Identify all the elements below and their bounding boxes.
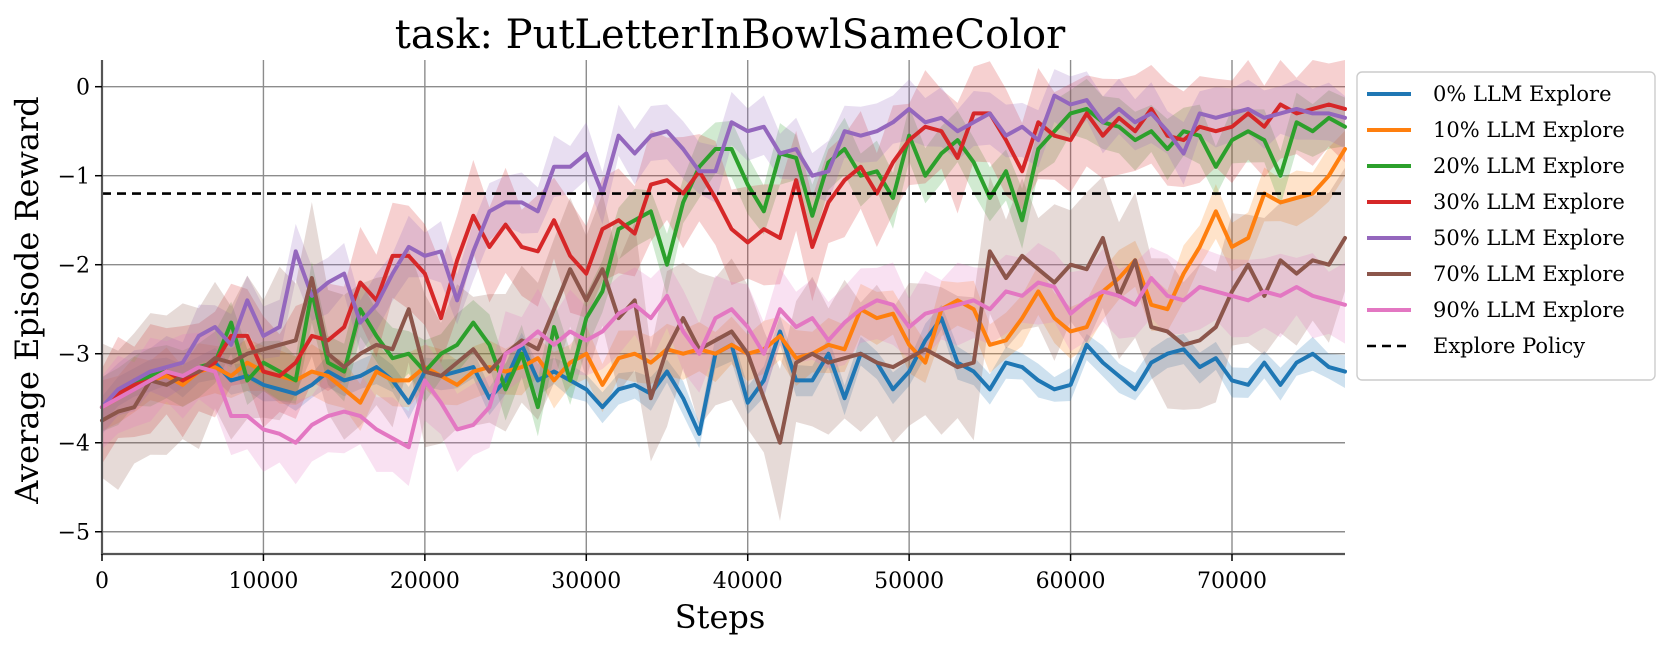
legend-label-20-pct-llm-explore: 20% LLM Explore — [1433, 154, 1625, 178]
legend-label-10-pct-llm-explore: 10% LLM Explore — [1433, 118, 1625, 142]
x-axis-ticks: 0 10000 20000 30000 40000 50000 60000 70000 — [95, 554, 1267, 594]
band-70-pct-llm-explore — [102, 167, 1345, 521]
band-0-pct-llm-explore — [102, 304, 1345, 449]
series-lines — [100, 93, 1347, 450]
y-axis-label: Average Episode Reward — [8, 96, 46, 504]
y-tick-label: −4 — [58, 432, 90, 457]
series-line-90-pct-llm-explore — [100, 276, 1347, 450]
series-line-30-pct-llm-explore — [100, 102, 1347, 410]
legend-box — [1356, 71, 1656, 381]
axes — [100, 60, 1345, 556]
legend-label-0-pct-llm-explore: 0% LLM Explore — [1433, 82, 1612, 106]
x-tick-label: 70000 — [1197, 569, 1267, 594]
x-tick-label: 20000 — [390, 569, 460, 594]
y-axis-ticks: 0 −1 −2 −3 −4 −5 — [58, 76, 102, 546]
legend-label-50-pct-llm-explore: 50% LLM Explore — [1433, 226, 1625, 250]
legend: 0% LLM Explore 10% LLM Explore 20% LLM Exp… — [1356, 71, 1656, 381]
legend-label-explore-policy: Explore Policy — [1433, 334, 1585, 358]
chart-title: task: PutLetterInBowlSameColor — [395, 12, 1066, 58]
y-tick-label: −2 — [58, 254, 90, 279]
series-line-70-pct-llm-explore — [100, 236, 1347, 445]
x-axis-label: Steps — [675, 598, 766, 636]
x-tick-label: 60000 — [1036, 569, 1106, 594]
x-tick-label: 50000 — [874, 569, 944, 594]
legend-label-70-pct-llm-explore: 70% LLM Explore — [1433, 262, 1625, 286]
x-tick-label: 0 — [95, 569, 109, 594]
x-tick-label: 10000 — [228, 569, 298, 594]
y-tick-label: −1 — [58, 165, 90, 190]
legend-label-90-pct-llm-explore: 90% LLM Explore — [1433, 298, 1625, 322]
legend-label-30-pct-llm-explore: 30% LLM Explore — [1433, 190, 1625, 214]
y-tick-label: 0 — [76, 76, 90, 101]
y-tick-label: −3 — [58, 343, 90, 368]
y-tick-label: −5 — [58, 521, 90, 546]
x-tick-label: 40000 — [713, 569, 783, 594]
x-tick-label: 30000 — [551, 569, 621, 594]
